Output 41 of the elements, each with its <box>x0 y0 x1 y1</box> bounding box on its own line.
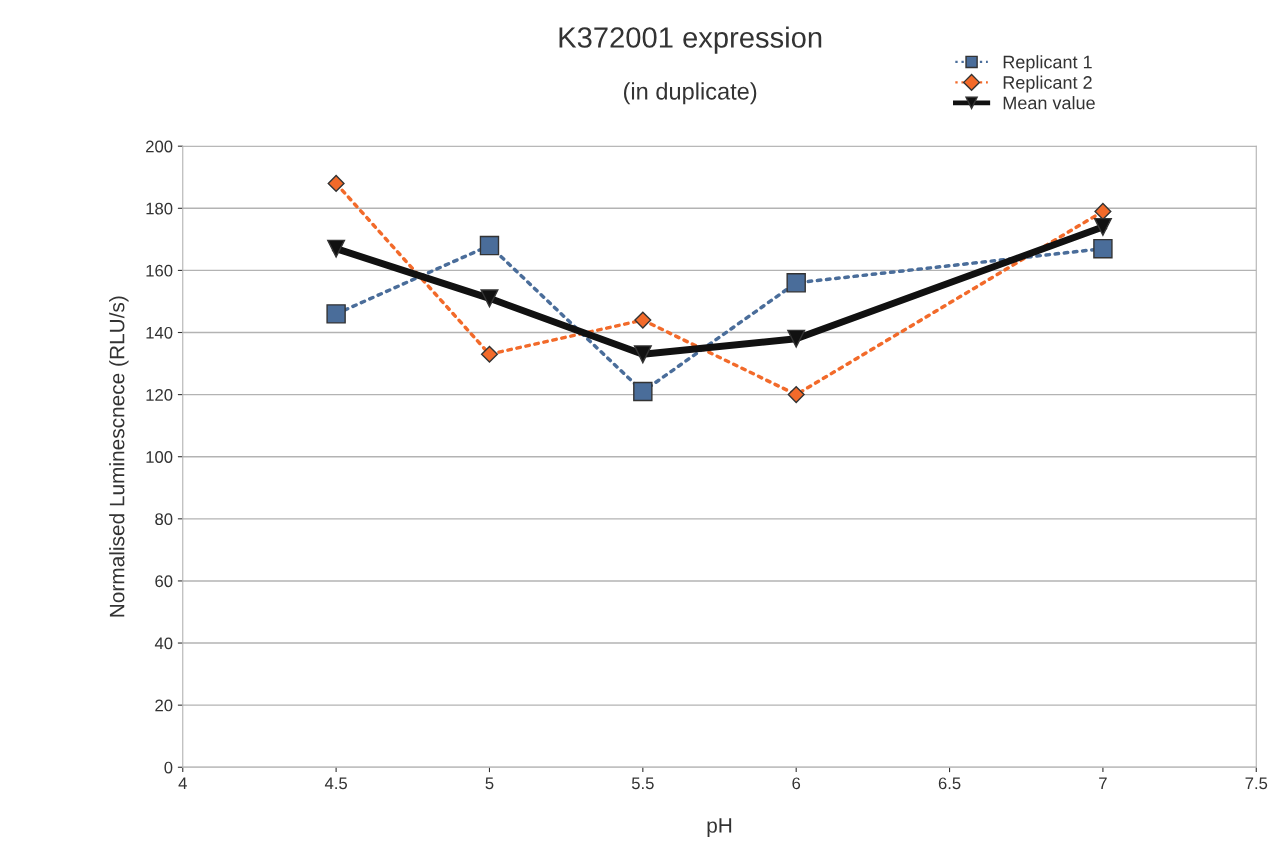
point <box>1093 217 1112 236</box>
point <box>634 311 652 329</box>
point <box>480 345 499 363</box>
point <box>327 174 345 193</box>
y-tick-label: 40 <box>154 637 173 650</box>
y-tick-label: 120 <box>146 389 173 401</box>
y-tick-label: 100 <box>146 451 173 463</box>
x-axis-title: pH <box>707 818 732 837</box>
y-tick-label: 20 <box>155 699 173 712</box>
x-tick-label: 5 <box>485 777 494 790</box>
point <box>1093 238 1113 259</box>
chart-subtitle: (in duplicate) <box>624 82 757 105</box>
x-tick-label: 4.5 <box>324 777 347 790</box>
point <box>1094 202 1112 220</box>
point <box>326 304 346 324</box>
legend-label: Replicant 1 <box>1003 55 1092 73</box>
x-tick-label: 7 <box>1099 777 1107 790</box>
y-tick-label: 140 <box>146 326 173 339</box>
point <box>480 289 499 308</box>
legend-label: Replicant 2 <box>1003 75 1092 93</box>
x-tick-label: 7.5 <box>1245 777 1268 790</box>
point <box>633 381 653 402</box>
y-tick-label: 160 <box>146 264 173 277</box>
x-tick-label: 6.5 <box>938 777 961 790</box>
y-tick-label: 60 <box>155 575 173 588</box>
chart-title: K372001 expression <box>559 26 822 54</box>
point <box>479 235 500 256</box>
y-tick-label: 200 <box>146 140 173 153</box>
point <box>786 273 806 293</box>
point <box>787 329 806 348</box>
y-tick-label: 0 <box>164 761 173 774</box>
y-axis-title: Normalised Luminescnece (RLU/s) <box>109 296 129 617</box>
y-tick-label: 180 <box>146 202 173 215</box>
point <box>327 239 346 258</box>
point <box>633 345 652 364</box>
y-tick-label: 80 <box>155 513 173 526</box>
x-tick-label: 6 <box>792 777 801 790</box>
x-tick-label: 4 <box>178 777 187 790</box>
x-tick-label: 5.5 <box>631 777 654 790</box>
point <box>787 386 805 404</box>
legend-label: Mean value <box>1003 96 1095 110</box>
